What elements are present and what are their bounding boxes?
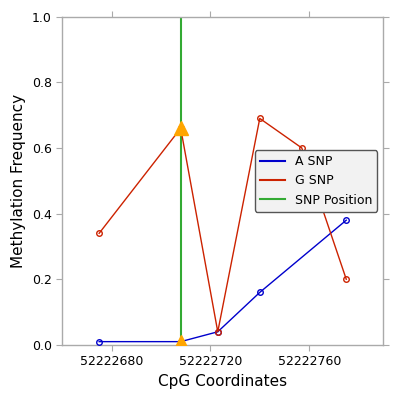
Legend: A SNP, G SNP, SNP Position: A SNP, G SNP, SNP Position: [255, 150, 377, 212]
X-axis label: CpG Coordinates: CpG Coordinates: [158, 374, 287, 389]
Y-axis label: Methylation Frequency: Methylation Frequency: [11, 94, 26, 268]
